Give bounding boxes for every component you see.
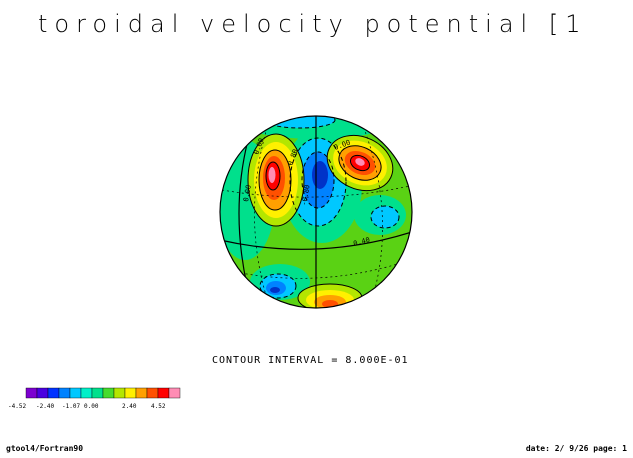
contour-interval-text: CONTOUR INTERVAL = 8.000E-01 xyxy=(212,355,409,366)
colorbar-tick-label: 4.52 xyxy=(151,403,166,410)
colorbar-swatch xyxy=(47,387,60,399)
footer-left: gtool4/Fortran90 xyxy=(6,444,84,453)
footer-right: date: 2/ 9/26 page: 1 xyxy=(525,444,627,453)
contour-label: 0.00 xyxy=(242,184,253,202)
colorbar-tick-label: -1.07 xyxy=(62,403,80,410)
colorbar-swatch xyxy=(36,387,49,399)
colorbar-swatch xyxy=(102,387,115,399)
colorbar-swatch xyxy=(25,387,38,399)
colorbar-swatch xyxy=(157,387,170,399)
colorbar-tick-label: -4.52 xyxy=(8,403,26,410)
colorbar-swatch xyxy=(91,387,104,399)
colorbar-swatch xyxy=(113,387,126,399)
colorbar-swatch xyxy=(80,387,93,399)
colorbar-swatch xyxy=(58,387,71,399)
figure-title: toroidal velocity potential [1 xyxy=(38,10,588,38)
globe-outline xyxy=(219,115,413,309)
colorbar-tick-label: 2.40 xyxy=(122,403,137,410)
colorbar-swatch xyxy=(168,387,181,399)
colorbar xyxy=(25,387,181,399)
colorbar-swatch xyxy=(146,387,159,399)
colorbar-swatch xyxy=(135,387,148,399)
colorbar-tick-label: -2.40 xyxy=(36,403,54,410)
globe-field xyxy=(220,116,412,308)
colorbar-tick-label: 0.00 xyxy=(84,403,99,410)
colorbar-swatch xyxy=(69,387,82,399)
contour-label: -0.80 xyxy=(300,184,312,206)
colorbar-swatch xyxy=(124,387,137,399)
